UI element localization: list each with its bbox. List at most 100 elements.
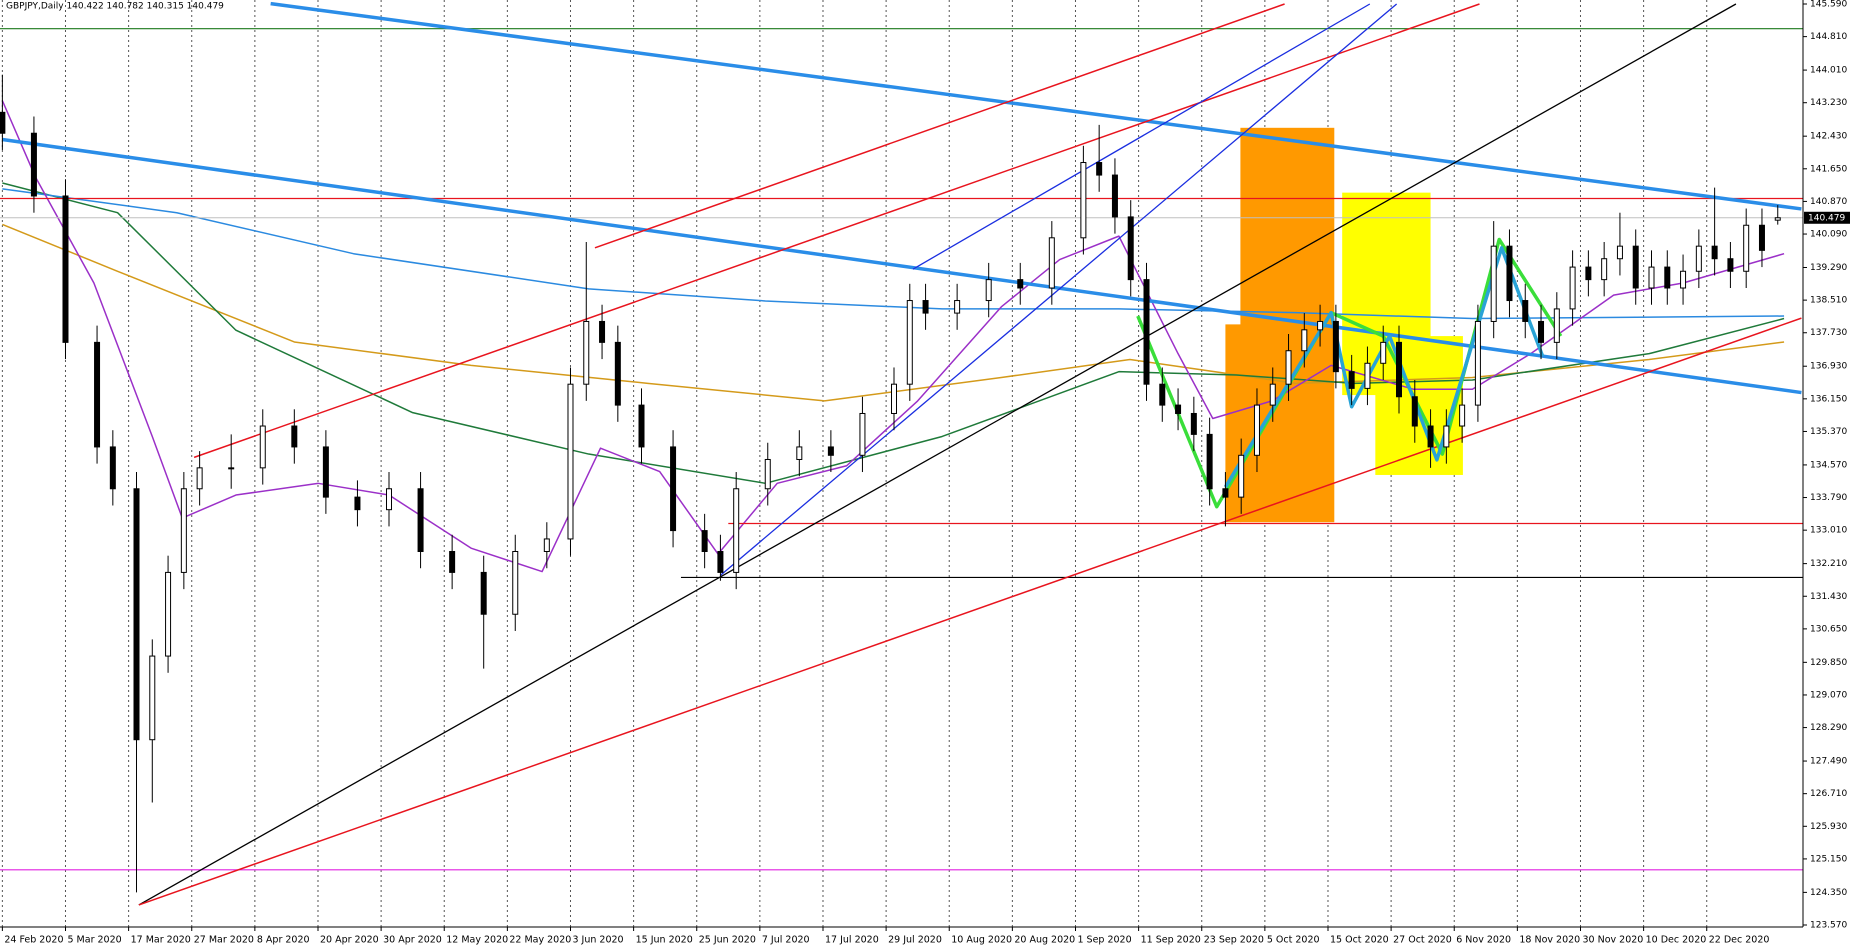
candle-body xyxy=(1664,266,1671,289)
candle-body xyxy=(1711,245,1718,260)
candle-body xyxy=(1111,174,1118,218)
overlay-line xyxy=(193,3,1480,459)
overlay-line xyxy=(1223,246,1545,488)
candle-body xyxy=(567,383,574,540)
candle-body xyxy=(543,538,550,552)
candle-body xyxy=(1285,350,1292,385)
x-tick-label: 5 Mar 2020 xyxy=(67,935,121,946)
candle-body xyxy=(733,488,740,573)
y-tick-label: 134.570 xyxy=(1810,460,1847,470)
candle-body xyxy=(985,279,992,302)
y-tick-label: 132.210 xyxy=(1810,559,1847,569)
candle-body xyxy=(62,195,69,343)
candle-body xyxy=(1506,245,1513,302)
candle-body xyxy=(701,530,708,552)
x-tick-label: 10 Dec 2020 xyxy=(1646,935,1707,946)
candle-body xyxy=(1332,320,1339,373)
candle-body xyxy=(1159,383,1166,406)
candle-body xyxy=(1096,162,1103,176)
x-tick-label: 7 Jul 2020 xyxy=(762,935,810,946)
candle-body xyxy=(1317,320,1324,331)
price-label: 140.479 xyxy=(1808,213,1845,223)
candle-body xyxy=(30,132,37,197)
candle-body xyxy=(1396,341,1403,398)
y-tick-label: 128.290 xyxy=(1810,723,1847,733)
overlay-line xyxy=(2,223,1785,402)
candle-body xyxy=(1380,341,1387,364)
overlay-line xyxy=(2,182,1785,485)
x-tick-label: 23 Sep 2020 xyxy=(1204,935,1264,946)
candle-body xyxy=(1758,224,1765,251)
candle-body xyxy=(480,571,487,615)
y-tick-label: 145.590 xyxy=(1810,0,1847,10)
candle-body xyxy=(259,425,266,469)
y-tick-label: 140.870 xyxy=(1810,197,1847,207)
candle-body xyxy=(1569,266,1576,310)
candle-body xyxy=(417,488,424,552)
y-tick-label: 138.510 xyxy=(1810,296,1847,306)
candle-body xyxy=(954,300,961,314)
y-tick-label: 125.930 xyxy=(1810,822,1847,832)
x-tick-label: 27 Mar 2020 xyxy=(194,935,254,946)
candle-body xyxy=(1648,266,1655,289)
x-tick-label: 12 May 2020 xyxy=(446,935,508,946)
y-tick-label: 133.790 xyxy=(1810,493,1847,503)
y-tick-label: 131.430 xyxy=(1810,592,1847,602)
candle-body xyxy=(1443,425,1450,448)
candle-body xyxy=(1190,412,1197,435)
x-tick-label: 29 Jul 2020 xyxy=(888,935,942,946)
y-tick-label: 140.090 xyxy=(1810,230,1847,240)
x-tick-label: 27 Oct 2020 xyxy=(1393,935,1452,946)
x-tick-label: 30 Nov 2020 xyxy=(1582,935,1643,946)
candle-body xyxy=(1206,433,1213,490)
candle-body xyxy=(1080,162,1087,239)
candle-body xyxy=(1238,454,1245,498)
overlay-line xyxy=(138,3,1737,906)
overlay-line xyxy=(719,3,1398,576)
candle-body xyxy=(1538,320,1545,343)
candle-body xyxy=(133,488,140,741)
candle-body xyxy=(1427,425,1434,448)
x-tick-label: 22 May 2020 xyxy=(509,935,571,946)
y-tick-label: 139.290 xyxy=(1810,263,1847,273)
candle-body xyxy=(149,655,156,741)
candle-body xyxy=(1695,245,1702,272)
candle-body xyxy=(891,383,898,414)
candle-body xyxy=(1474,320,1481,406)
candle-body xyxy=(717,550,724,573)
candle-body xyxy=(180,488,187,573)
overlay-line xyxy=(270,1,1802,211)
x-tick-label: 10 Aug 2020 xyxy=(951,935,1012,946)
candle-body xyxy=(1017,279,1024,289)
y-tick-label: 129.850 xyxy=(1810,658,1847,668)
x-tick-label: 22 Dec 2020 xyxy=(1709,935,1770,946)
candle-body xyxy=(1632,245,1639,289)
plot-area xyxy=(0,1,1803,906)
candle-body xyxy=(291,425,298,448)
y-tick-label: 136.930 xyxy=(1810,362,1847,372)
x-tick-label: 20 Apr 2020 xyxy=(320,935,379,946)
candle-body xyxy=(859,412,866,456)
x-tick-label: 5 Oct 2020 xyxy=(1267,935,1320,946)
y-tick-label: 125.150 xyxy=(1810,854,1847,864)
candle-body xyxy=(512,550,519,615)
candle-body xyxy=(1127,216,1134,281)
candle-body xyxy=(922,300,929,314)
price-label-box xyxy=(1804,211,1850,224)
x-tick-label: 1 Sep 2020 xyxy=(1077,935,1131,946)
y-tick-label: 141.650 xyxy=(1810,164,1847,174)
y-tick-label: 130.650 xyxy=(1810,624,1847,634)
overlay-line xyxy=(2,188,1785,320)
candle-body xyxy=(1616,245,1623,260)
x-tick-label: 8 Apr 2020 xyxy=(257,935,310,946)
candle-body xyxy=(599,320,606,343)
candle-body xyxy=(1411,396,1418,427)
candle-body xyxy=(1175,404,1182,414)
x-tick-label: 15 Oct 2020 xyxy=(1330,935,1389,946)
candle-body xyxy=(1680,270,1687,289)
candle-body xyxy=(1743,224,1750,272)
y-tick-label: 126.710 xyxy=(1810,789,1847,799)
